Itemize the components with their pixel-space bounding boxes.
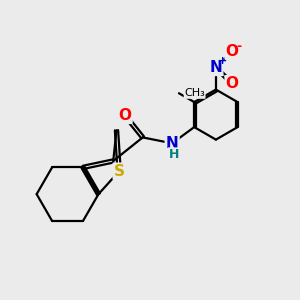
Text: O: O [118,108,131,123]
Text: S: S [114,164,125,179]
Text: +: + [218,56,227,66]
Text: O: O [226,76,238,91]
Text: N: N [166,136,178,151]
Text: H: H [168,148,179,161]
Text: N: N [209,60,222,75]
Text: O: O [226,44,238,59]
Text: CH₃: CH₃ [184,88,205,98]
Text: -: - [236,40,241,53]
